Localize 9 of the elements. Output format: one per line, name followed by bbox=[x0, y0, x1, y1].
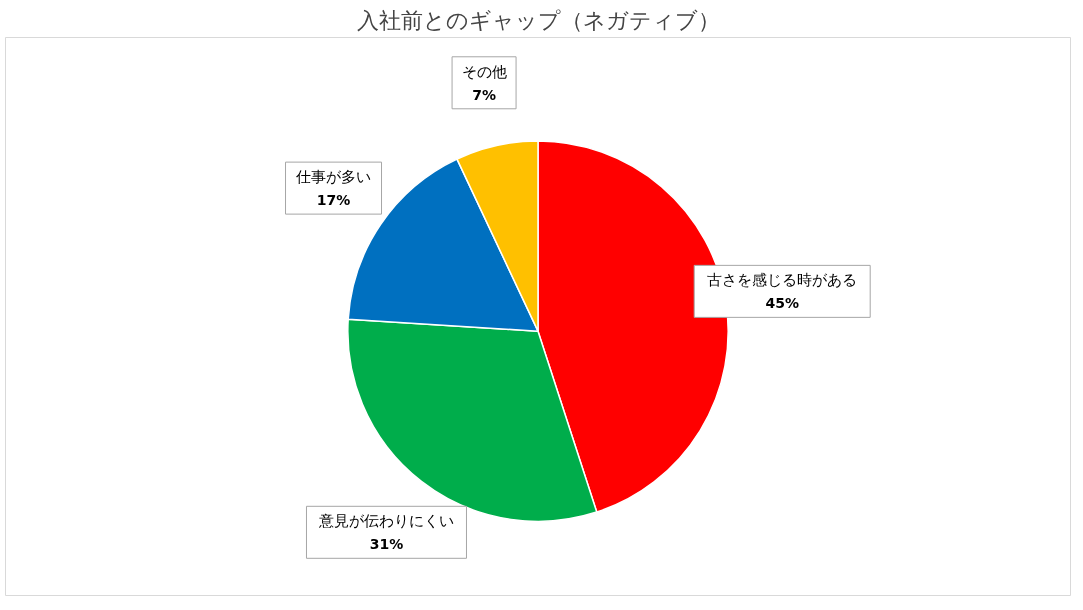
chart-title: 入社前とのギャップ（ネガティブ） bbox=[356, 7, 720, 33]
data-label: 45% bbox=[765, 295, 799, 312]
slice-label: 仕事が多い bbox=[295, 168, 372, 187]
slice-label: その他 bbox=[461, 62, 507, 81]
data-label: 31% bbox=[369, 536, 404, 553]
data-label: 17% bbox=[316, 192, 351, 209]
slice-label: 古さを感じる時がある bbox=[707, 271, 858, 290]
slice-label: 意見が伝わりにくい bbox=[317, 512, 454, 531]
data-label: 7% bbox=[472, 86, 496, 103]
